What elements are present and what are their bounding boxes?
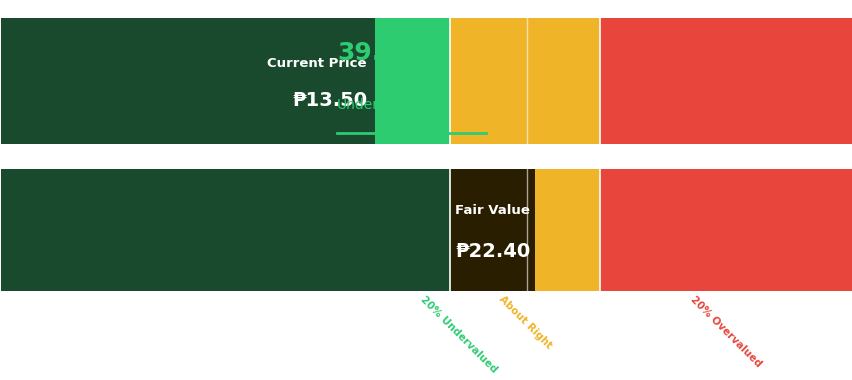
Bar <box>2 18 450 144</box>
Text: Fair Value: Fair Value <box>455 204 530 217</box>
Bar <box>2 18 375 144</box>
Bar <box>2 169 450 291</box>
Bar <box>450 18 599 144</box>
Bar <box>450 169 599 291</box>
Bar <box>2 169 450 291</box>
Text: About Right: About Right <box>496 294 553 351</box>
Text: ₱13.50: ₱13.50 <box>291 92 366 111</box>
Bar <box>599 18 850 144</box>
Text: 20% Undervalued: 20% Undervalued <box>418 294 498 375</box>
Bar <box>450 169 535 291</box>
Text: 20% Overvalued: 20% Overvalued <box>688 294 763 369</box>
Bar <box>599 169 850 291</box>
Text: 39.7%: 39.7% <box>337 41 423 65</box>
Text: Undervalued: Undervalued <box>337 98 426 112</box>
Text: Current Price: Current Price <box>268 57 366 70</box>
Text: ₱22.40: ₱22.40 <box>455 242 530 261</box>
